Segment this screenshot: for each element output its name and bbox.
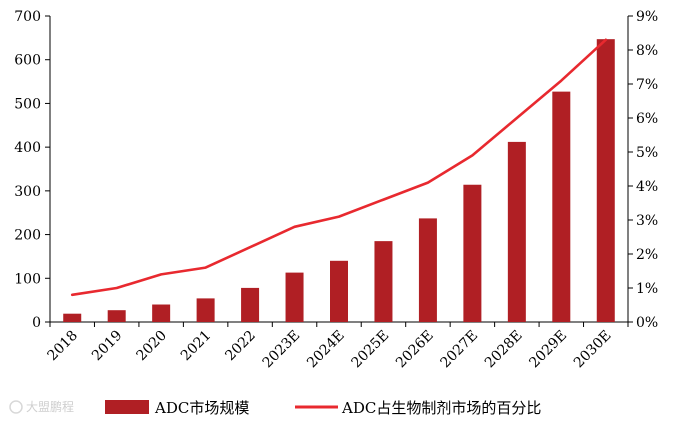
bar (241, 287, 260, 322)
bar (63, 313, 82, 322)
right-tick-label: 1% (636, 281, 658, 297)
x-tick-label: 2018 (45, 328, 82, 365)
bar (552, 91, 571, 322)
x-tick-label: 2026E (393, 328, 437, 372)
left-tick-label: 500 (14, 96, 41, 112)
bar (507, 141, 526, 322)
x-tick-label: 2021 (178, 328, 215, 365)
left-tick-label: 100 (14, 271, 41, 287)
right-tick-label: 9% (636, 9, 658, 25)
legend-label-line: ADC占生物制剂市场的百分比 (341, 399, 541, 417)
x-tick-label: 2023E (260, 328, 304, 372)
watermark-icon (9, 400, 23, 414)
legend-label-bar: ADC市场规模 (154, 399, 249, 417)
x-tick-label: 2022 (222, 328, 259, 365)
right-tick-label: 7% (636, 77, 658, 93)
x-tick-labels: 2018 2019 2020 2021 2022 2023E 2024E 2025E 2026E… (45, 328, 615, 372)
right-tick-label: 4% (636, 179, 658, 195)
watermark-text: 大盟鹏程 (26, 399, 74, 414)
x-tick-label: 2030E (571, 328, 615, 372)
left-y-tick-labels: 0 100 200 300 400 500 600 700 (14, 9, 41, 331)
right-y-tick-labels: 0% 1% 2% 3% 4% 5% 6% 7% 8% 9% (636, 9, 658, 331)
watermark: 大盟鹏程 (9, 399, 74, 414)
x-tick-label: 2019 (89, 328, 126, 365)
bar (418, 218, 437, 322)
x-tick-label: 2020 (133, 328, 170, 365)
bar (374, 241, 393, 322)
bar (463, 184, 482, 322)
right-tick-label: 0% (636, 315, 658, 331)
bar (107, 310, 126, 322)
x-tick-label: 2027E (437, 328, 481, 372)
legend: ADC市场规模 ADC占生物制剂市场的百分比 (105, 399, 541, 417)
x-tick-label: 2025E (349, 328, 393, 372)
left-tick-label: 0 (32, 315, 41, 331)
left-tick-label: 200 (14, 228, 41, 244)
percentage-line (70, 38, 608, 297)
left-tick-label: 600 (14, 53, 41, 69)
left-tick-label: 700 (14, 9, 41, 25)
left-tick-label: 400 (14, 140, 41, 156)
line-series (70, 38, 608, 297)
bar (596, 39, 615, 322)
left-tick-label: 300 (14, 184, 41, 200)
bar-series (63, 39, 615, 322)
right-tick-label: 2% (636, 247, 658, 263)
legend-swatch-bar (105, 400, 149, 414)
bar (152, 304, 171, 322)
right-tick-label: 3% (636, 213, 658, 229)
right-tick-label: 8% (636, 43, 658, 59)
x-tick-label: 2029E (526, 328, 570, 372)
right-tick-label: 5% (636, 145, 658, 161)
x-tick-label: 2028E (482, 328, 526, 372)
bar (285, 272, 304, 322)
right-tick-label: 6% (636, 111, 658, 127)
bar (196, 298, 215, 322)
bar (330, 260, 348, 322)
x-tick-label: 2024E (304, 328, 348, 372)
